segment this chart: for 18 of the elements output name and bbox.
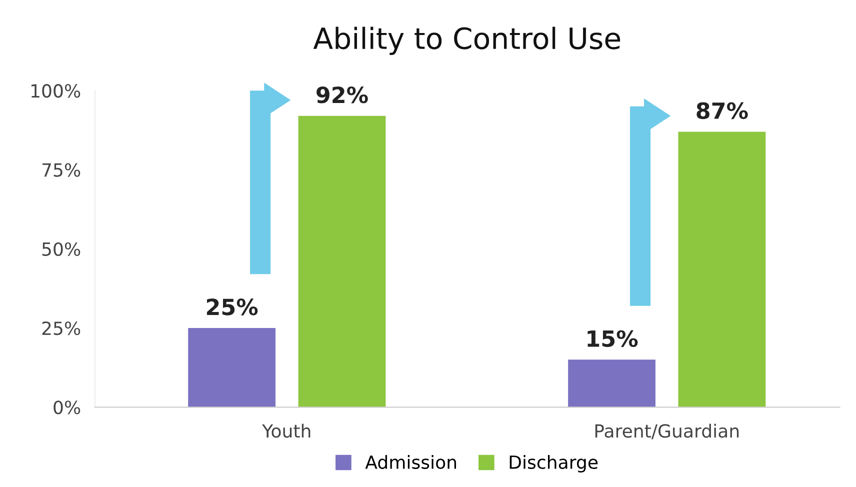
bar xyxy=(678,132,766,408)
y-tick-label: 100% xyxy=(31,84,80,98)
y-tick-label: 50% xyxy=(42,242,80,256)
y-tick-label: 25% xyxy=(42,321,80,336)
data-label: 87% xyxy=(696,102,748,120)
bar xyxy=(188,328,276,408)
x-tick-label: Youth xyxy=(262,424,310,438)
x-tick-label: Parent/Guardian xyxy=(595,424,739,440)
legend-label: Admission xyxy=(365,455,456,470)
chart-title: Ability to Control Use xyxy=(313,26,620,55)
y-tick-label: 75% xyxy=(42,163,80,177)
data-label: 15% xyxy=(588,330,638,348)
y-tick-label: 0% xyxy=(54,400,80,414)
bar xyxy=(568,360,656,408)
data-label: 92% xyxy=(316,86,368,104)
legend-label: Discharge xyxy=(510,455,598,473)
data-label: 25% xyxy=(206,298,258,316)
bar xyxy=(298,116,386,408)
